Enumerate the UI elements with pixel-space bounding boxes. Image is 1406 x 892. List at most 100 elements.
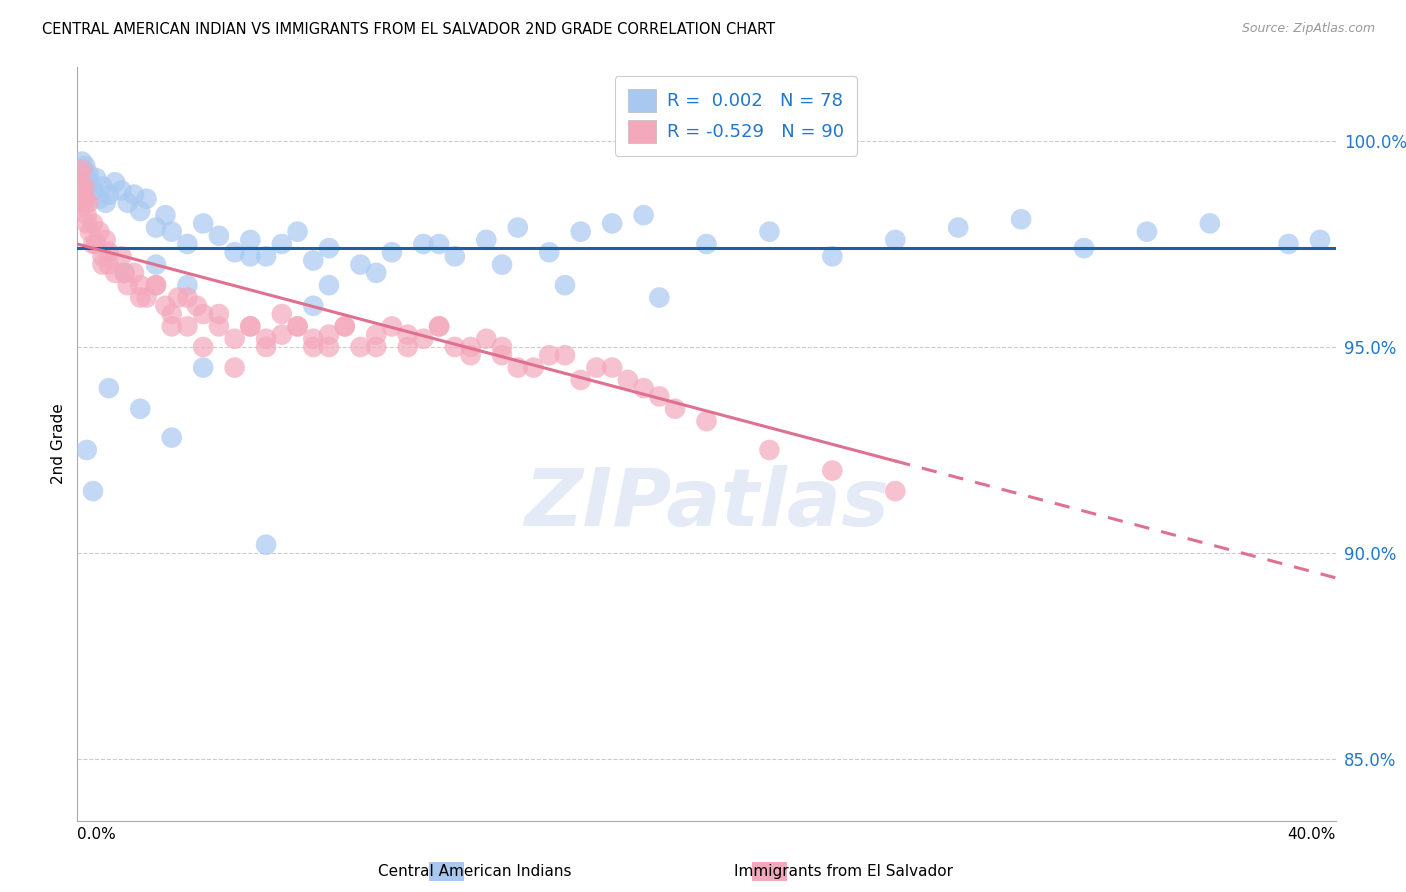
Point <box>396 327 419 342</box>
Point <box>1309 233 1331 247</box>
Point <box>318 327 340 342</box>
Point <box>79 225 101 239</box>
Point <box>554 278 576 293</box>
Point <box>554 348 576 362</box>
Point <box>287 319 309 334</box>
Point <box>302 340 325 354</box>
Point <box>696 414 718 428</box>
Point <box>948 220 970 235</box>
Point <box>270 327 292 342</box>
Point <box>633 381 655 395</box>
Point <box>491 340 513 354</box>
Text: Central American Indians: Central American Indians <box>378 864 572 879</box>
Point <box>444 249 467 263</box>
Point <box>884 484 907 499</box>
Point <box>208 228 231 243</box>
Point <box>75 159 97 173</box>
Point <box>569 225 592 239</box>
Point <box>648 389 671 403</box>
Point <box>84 171 107 186</box>
Point <box>460 348 482 362</box>
Point <box>84 237 107 252</box>
Point <box>129 278 152 293</box>
Point <box>160 307 183 321</box>
Point <box>569 373 592 387</box>
Text: 40.0%: 40.0% <box>1288 827 1336 842</box>
Point <box>69 184 91 198</box>
Point <box>110 184 132 198</box>
Point <box>648 291 671 305</box>
Point <box>270 307 292 321</box>
Point <box>600 216 623 230</box>
Point <box>97 187 120 202</box>
Point <box>176 278 198 293</box>
Point <box>114 266 136 280</box>
Point <box>318 241 340 255</box>
Point <box>821 249 844 263</box>
Point <box>427 319 450 334</box>
Point <box>302 332 325 346</box>
Legend: R =  0.002   N = 78, R = -0.529   N = 90: R = 0.002 N = 78, R = -0.529 N = 90 <box>614 76 856 156</box>
Point <box>82 484 104 499</box>
Point <box>412 237 434 252</box>
Point <box>427 319 450 334</box>
Point <box>77 195 100 210</box>
Point <box>129 291 152 305</box>
Point <box>538 245 561 260</box>
Point <box>117 195 139 210</box>
Point <box>302 253 325 268</box>
Y-axis label: 2nd Grade: 2nd Grade <box>51 403 66 484</box>
Point <box>191 216 215 230</box>
Point <box>366 340 388 354</box>
Point <box>67 175 90 189</box>
Point <box>491 258 513 272</box>
Point <box>1136 225 1159 239</box>
Point <box>491 348 513 362</box>
Point <box>67 167 90 181</box>
Point <box>104 175 127 189</box>
Point <box>191 360 215 375</box>
Point <box>94 195 117 210</box>
Point <box>302 299 325 313</box>
Point <box>349 340 371 354</box>
Point <box>76 179 98 194</box>
Point <box>145 220 167 235</box>
Point <box>412 332 434 346</box>
Point <box>129 401 152 416</box>
Point <box>135 192 157 206</box>
Point <box>76 442 98 457</box>
Point <box>97 245 120 260</box>
Point <box>77 167 100 181</box>
Point <box>82 184 104 198</box>
Point <box>506 220 529 235</box>
Point <box>97 258 120 272</box>
Point <box>72 200 94 214</box>
Point <box>506 360 529 375</box>
Point <box>110 249 132 263</box>
Point <box>1199 216 1222 230</box>
Point <box>381 319 404 334</box>
Point <box>239 233 262 247</box>
Point <box>1073 241 1095 255</box>
Point <box>318 340 340 354</box>
Point <box>287 319 309 334</box>
Point <box>444 340 467 354</box>
Point <box>70 195 93 210</box>
Point <box>475 332 498 346</box>
Point <box>333 319 356 334</box>
Point <box>208 319 231 334</box>
Point <box>664 401 686 416</box>
Point <box>633 208 655 222</box>
Point <box>396 340 419 354</box>
Point <box>522 360 544 375</box>
Point <box>254 538 277 552</box>
Point <box>69 175 91 189</box>
Point <box>239 319 262 334</box>
Point <box>155 299 177 313</box>
Point <box>349 258 371 272</box>
Point <box>91 179 114 194</box>
Point <box>122 187 145 202</box>
Point <box>70 184 93 198</box>
Point <box>254 340 277 354</box>
Point <box>73 179 96 194</box>
